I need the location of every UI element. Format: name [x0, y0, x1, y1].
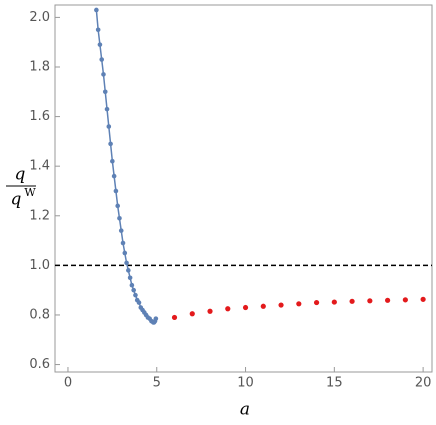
- data-point: [118, 228, 124, 233]
- data-point: [124, 260, 129, 266]
- y-tick-label: 1.8: [29, 59, 50, 74]
- data-point: [110, 158, 115, 164]
- y-tick-label: 1.2: [29, 208, 50, 223]
- data-point: [131, 287, 136, 293]
- data-point: [117, 215, 122, 221]
- y-tick-label: 0.6: [29, 357, 50, 372]
- data-point: [129, 282, 135, 288]
- data-point: [402, 297, 408, 303]
- data-point: [97, 42, 103, 47]
- y-label-denominator: q: [11, 190, 22, 210]
- data-point: [367, 298, 373, 304]
- data-point: [296, 301, 302, 307]
- x-tick-label: 5: [153, 376, 161, 391]
- y-tick-label: 1.4: [29, 159, 50, 174]
- x-tick-label: 0: [64, 376, 72, 391]
- data-point: [111, 173, 117, 179]
- x-axis-label: a: [240, 400, 250, 420]
- series-line: [95, 9, 157, 324]
- x-tick-label: 10: [237, 376, 254, 391]
- data-point: [126, 268, 131, 273]
- data-point: [106, 124, 112, 129]
- data-point: [127, 275, 133, 281]
- data-point: [113, 188, 119, 194]
- data-point: [260, 303, 266, 309]
- x-tick-label: 15: [326, 376, 343, 391]
- data-point: [94, 7, 99, 13]
- data-point: [171, 314, 178, 321]
- x-tick-label: 20: [415, 376, 432, 391]
- data-point: [133, 292, 138, 298]
- data-point: [225, 306, 231, 312]
- data-point: [95, 27, 101, 33]
- data-point: [331, 299, 337, 305]
- data-point: [313, 299, 320, 306]
- y-label-superscript: W: [24, 186, 36, 199]
- data-point: [189, 311, 195, 317]
- data-point: [108, 141, 113, 147]
- data-point: [99, 57, 105, 62]
- data-point: [349, 298, 355, 304]
- data-point: [278, 302, 284, 308]
- data-point: [120, 240, 126, 246]
- y-tick-label: 2.0: [29, 10, 50, 25]
- data-point: [115, 203, 120, 209]
- data-point: [153, 316, 159, 321]
- y-tick-label: 1.0: [29, 258, 50, 273]
- data-point: [207, 308, 213, 314]
- data-point: [102, 89, 108, 95]
- data-point: [420, 296, 426, 302]
- data-point: [104, 106, 110, 112]
- data-point: [242, 304, 249, 311]
- y-tick-label: 0.8: [29, 307, 50, 322]
- plot-frame: [54, 4, 433, 373]
- data-point: [385, 297, 391, 303]
- y-tick-label: 1.6: [29, 109, 50, 124]
- y-label-numerator: q: [15, 165, 26, 185]
- data-point: [122, 250, 128, 256]
- data-point: [101, 72, 106, 77]
- data-point: [136, 300, 142, 305]
